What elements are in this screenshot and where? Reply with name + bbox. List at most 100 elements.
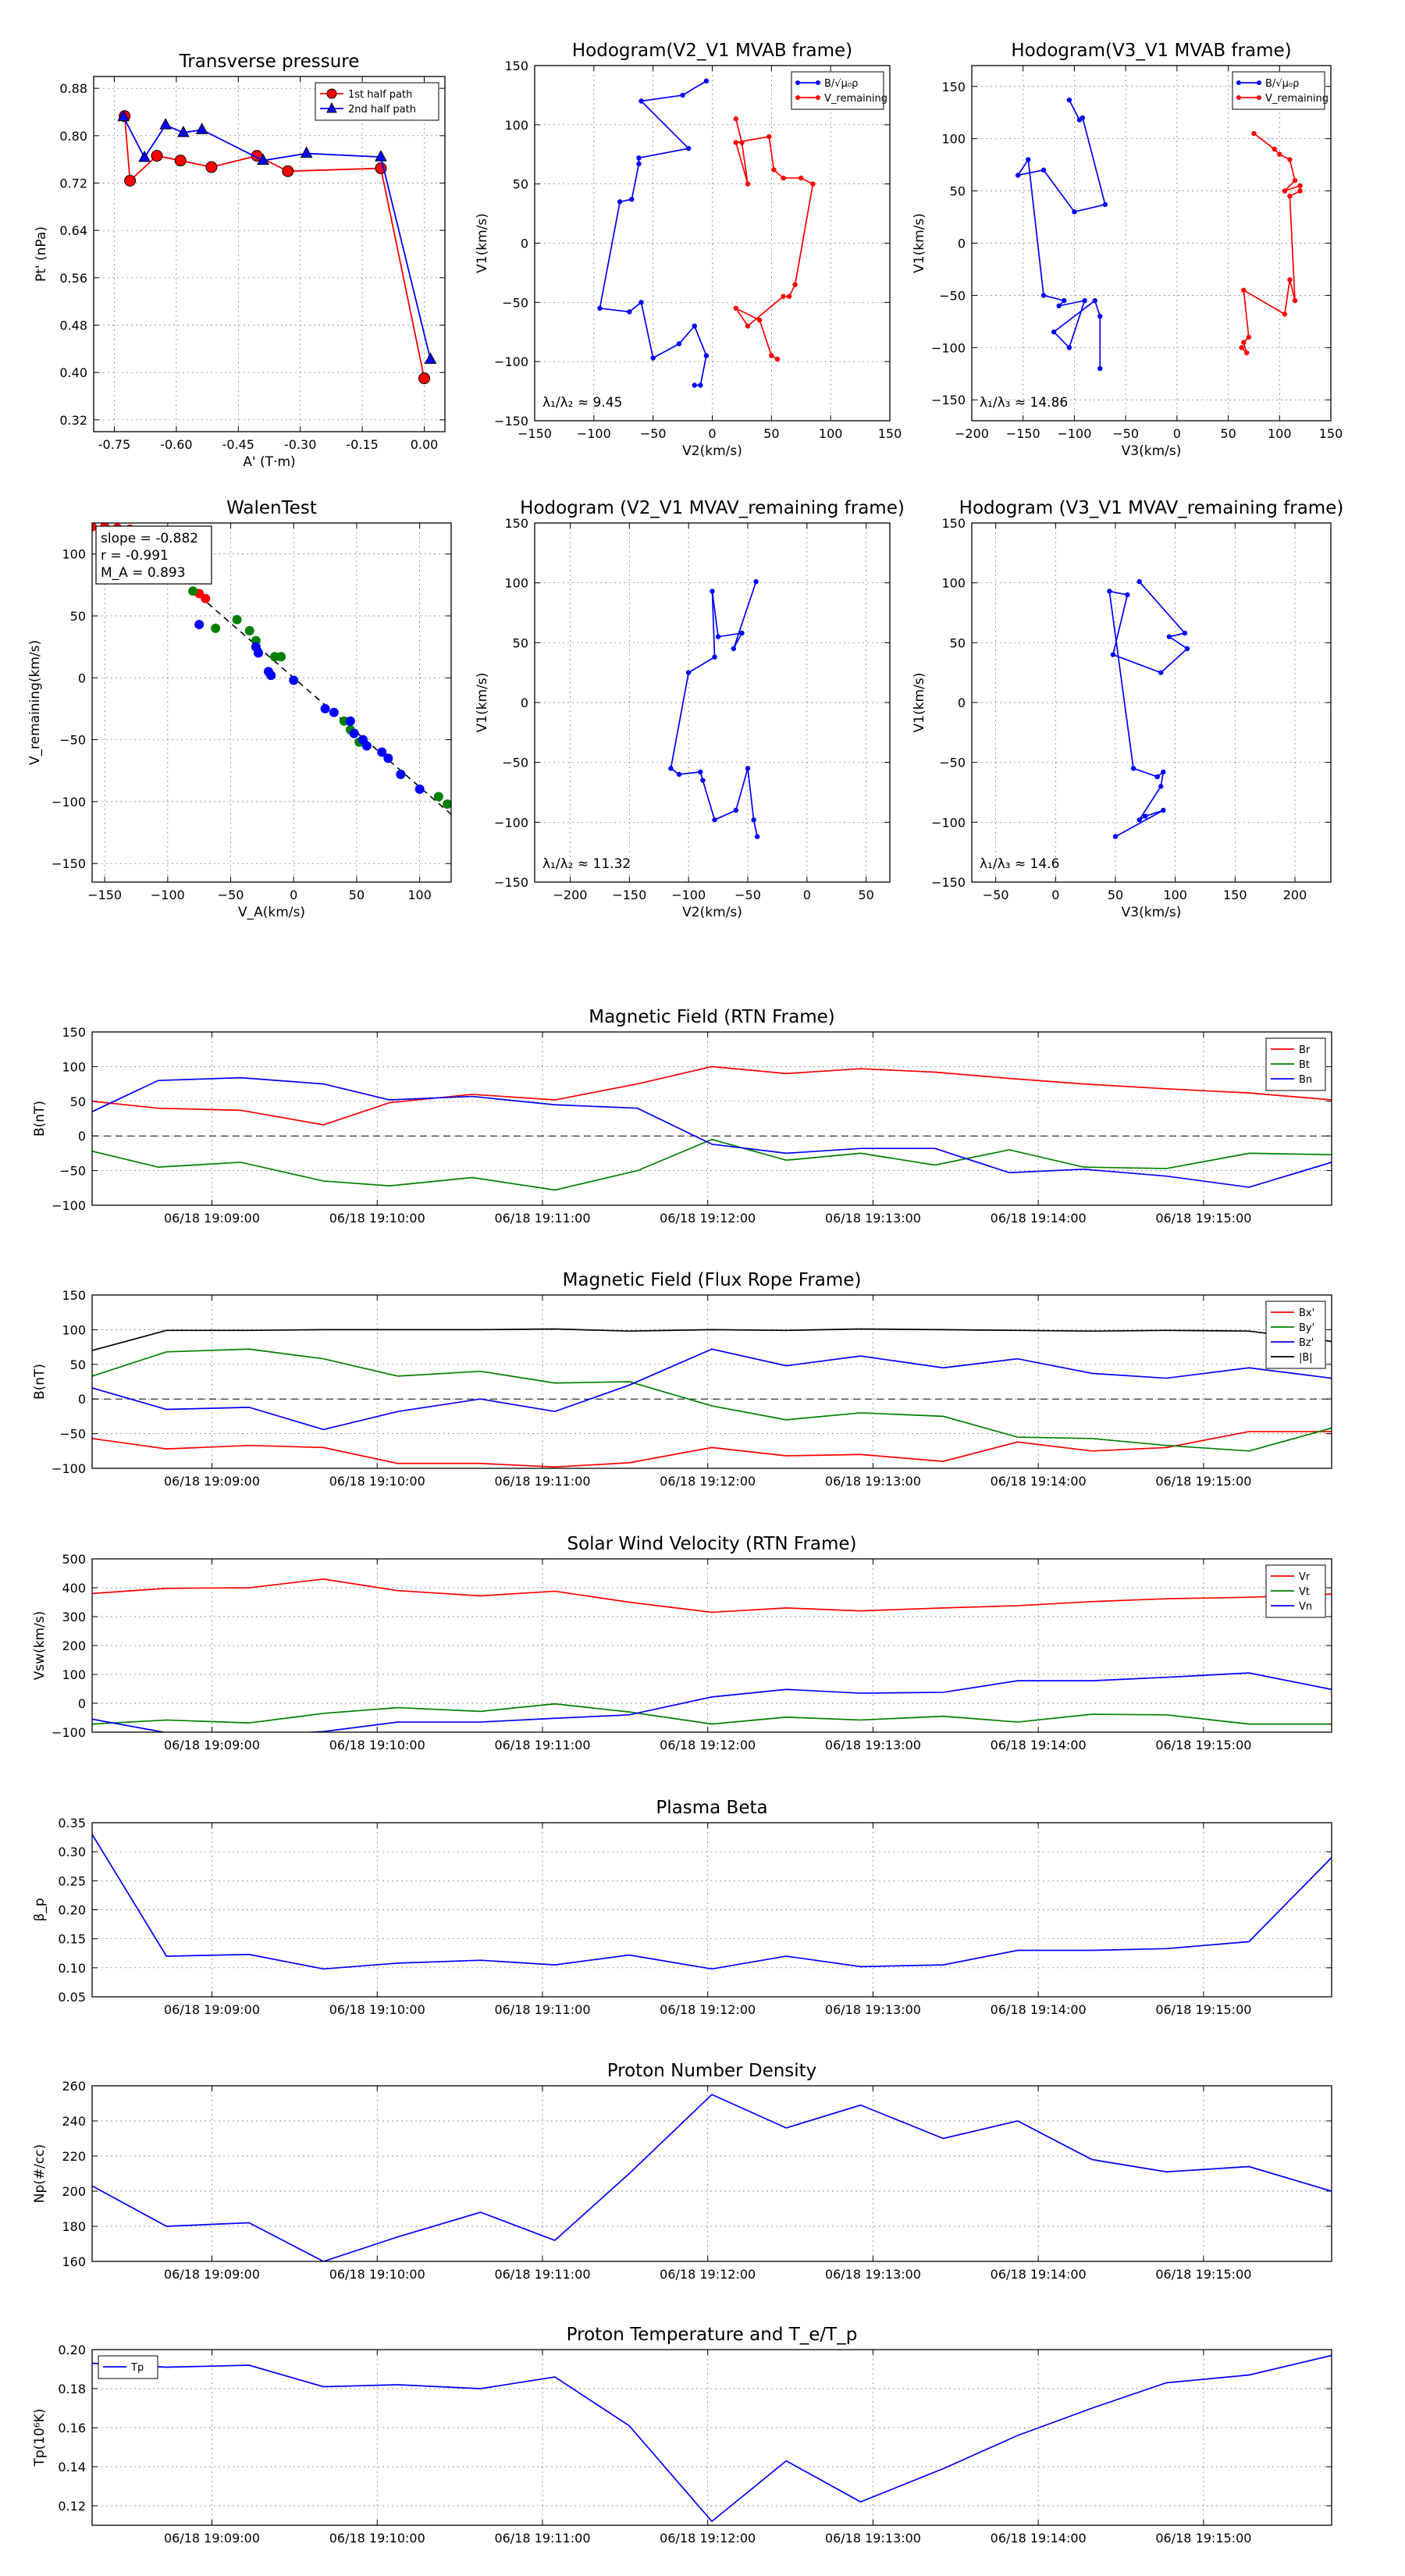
h21r-xtick-label: −200 bbox=[553, 888, 588, 902]
h21-series-b-point bbox=[676, 341, 682, 347]
bfield_rtn-xtick-label: 06/18 19:10:00 bbox=[329, 1211, 425, 1226]
h31-xtick-label: 100 bbox=[1268, 426, 1292, 441]
beta-xtick-label: 06/18 19:15:00 bbox=[1155, 2002, 1251, 2017]
h21-series-b-point bbox=[692, 323, 697, 329]
beta-xtick-label: 06/18 19:13:00 bbox=[825, 2002, 921, 2017]
h31r-chart: −50 0 50 100 150 200−150−100−50050100150Hodog… bbox=[912, 498, 1343, 920]
h31-xtick-label: 150 bbox=[1319, 426, 1343, 441]
h21r-series-v-point bbox=[668, 766, 674, 771]
h21-series-b-point bbox=[636, 161, 642, 167]
bfield_rtn-xtick-label: 06/18 19:09:00 bbox=[164, 1211, 260, 1226]
h21r-ytick-label: 150 bbox=[504, 516, 528, 531]
h21r-xtick-label: −50 bbox=[735, 888, 761, 902]
pt-series-2nd-half-path-point bbox=[424, 352, 437, 364]
bfield_fr-frame bbox=[91, 1294, 1332, 1469]
h31-series-b-point bbox=[1102, 201, 1108, 208]
pt-xlabel: A' (T·m) bbox=[243, 454, 295, 470]
h31r-series-v-point bbox=[1158, 670, 1164, 675]
h31-series-v-remaining-point bbox=[1292, 178, 1298, 183]
beta-frame bbox=[91, 1822, 1332, 1998]
vsw-xtick-label: 06/18 19:13:00 bbox=[825, 1738, 921, 1752]
h21-ytick-label: 150 bbox=[504, 59, 528, 73]
vsw-plot-area bbox=[92, 1578, 1332, 1732]
walen-series-middle-point bbox=[244, 626, 254, 635]
h21-ytick-label: −50 bbox=[502, 295, 528, 310]
h21-series-v-remaining-point bbox=[739, 140, 745, 145]
bfield_rtn-ytick-label: −100 bbox=[52, 1198, 86, 1213]
h21r-xtick-label: −150 bbox=[612, 888, 646, 902]
h31-series-v-remaining-point bbox=[1241, 340, 1247, 345]
bfield_rtn-plot-area bbox=[92, 1066, 1332, 1191]
h21r-series-v-point bbox=[715, 634, 721, 639]
bfield_rtn-ytick-label: 50 bbox=[70, 1094, 86, 1109]
pt-ytick-label: 0.88 bbox=[59, 81, 87, 96]
np-ytick-label: 200 bbox=[62, 2184, 86, 2199]
pt-xtick-label: -0.60 bbox=[160, 437, 192, 452]
h21r-series-v-point bbox=[751, 817, 756, 823]
h21r-series-v-point bbox=[733, 807, 739, 813]
h31r-annotation: λ₁/λ₃ ≈ 14.6 bbox=[980, 856, 1059, 872]
h21r-series-v-point bbox=[753, 578, 759, 585]
np-ytick-label: 240 bbox=[62, 2114, 86, 2129]
h21-series-b-point bbox=[638, 300, 644, 305]
h31-series-b-point bbox=[1051, 329, 1057, 335]
vsw-legend-label: Vr bbox=[1299, 1571, 1311, 1583]
h31r-series-v-point bbox=[1161, 807, 1166, 813]
walen-ylabel: V_remaining(km/s) bbox=[27, 640, 43, 765]
walen-xtick-label: −150 bbox=[87, 888, 122, 902]
h21-series-b-point bbox=[636, 155, 642, 161]
h31r-series-v-point bbox=[1182, 630, 1188, 636]
vsw-xtick-label: 06/18 19:14:00 bbox=[991, 1738, 1087, 1752]
h21-frame bbox=[534, 65, 891, 422]
h21r-xlabel: V2(km/s) bbox=[682, 905, 742, 920]
h21-ytick-label: 100 bbox=[504, 118, 528, 133]
h31r-series-v-point bbox=[1125, 592, 1130, 598]
beta-ytick-label: 0.30 bbox=[58, 1845, 86, 1859]
pt-frame bbox=[93, 76, 446, 432]
h21r-series-v-point bbox=[676, 771, 682, 777]
beta-xtick-label: 06/18 19:14:00 bbox=[991, 2002, 1087, 2017]
walen-series-middle-point bbox=[211, 623, 221, 633]
vsw-ytick-label: 300 bbox=[62, 1610, 86, 1624]
h31r-series-v-point bbox=[1112, 834, 1119, 839]
pt-ytick-label: 0.64 bbox=[59, 223, 87, 238]
h21-xlabel: V2(km/s) bbox=[682, 443, 742, 459]
h21r-xtick-label: −100 bbox=[671, 888, 706, 902]
pt-series-2nd-half-path-point bbox=[117, 109, 130, 122]
walen-stat: slope = -0.882 bbox=[101, 531, 198, 546]
tp-legend-label: Tp bbox=[130, 2362, 144, 2374]
h31-series-v-remaining-point bbox=[1246, 334, 1252, 340]
h21-legend-label: V_remaining bbox=[824, 93, 887, 105]
h31-series-v-remaining-point bbox=[1272, 146, 1277, 152]
h31r-plot-area bbox=[1107, 578, 1190, 839]
bfield_rtn-ytick-label: 0 bbox=[78, 1129, 86, 1144]
h21r-chart: −200 −150 −100 −50 0 50 −150 −100 −50 0 50 100 150Ho… bbox=[475, 498, 905, 920]
h31-series-b-point bbox=[1062, 297, 1067, 304]
np-ytick-label: 220 bbox=[62, 2149, 86, 2164]
h21-ytick-label: −100 bbox=[494, 354, 528, 369]
bfield_rtn-series-bt-line bbox=[92, 1138, 1332, 1191]
bfield_fr-legend-label: Bx' bbox=[1299, 1308, 1314, 1319]
h31r-series-v-point bbox=[1130, 766, 1136, 771]
h21r-series-v-point bbox=[685, 670, 692, 675]
h31-xtick-label: −200 bbox=[955, 426, 989, 441]
pt-series-2nd-half-path-point bbox=[257, 153, 269, 165]
h31r-ytick-label: 150 bbox=[941, 516, 966, 531]
h31-series-v-remaining-point bbox=[1282, 311, 1288, 317]
h21-series-v-remaining-point bbox=[767, 133, 772, 140]
h21-series-v-remaining-point bbox=[745, 181, 751, 187]
h31-legend-marker bbox=[1257, 95, 1261, 100]
pt-ytick-label: 0.72 bbox=[59, 176, 87, 191]
h21r-series-v-point bbox=[745, 766, 751, 771]
pt-series-2nd-half-path-point bbox=[195, 123, 208, 134]
h31r-ytick-label: −50 bbox=[939, 756, 966, 770]
walen-stats-box bbox=[95, 525, 212, 585]
beta-ytick-label: 0.35 bbox=[58, 1816, 86, 1831]
pt-plot-area bbox=[117, 109, 437, 385]
walen-chart: −150 −100 −50 0 50 100 −150 −100 −50 0 50 100 WalenT… bbox=[27, 498, 452, 920]
h31-legend-marker bbox=[1236, 80, 1241, 85]
vsw-xtick-label: 06/18 19:15:00 bbox=[1155, 1738, 1251, 1752]
h21r-series-v-point bbox=[712, 654, 717, 660]
bfield_fr-legend-label: |B| bbox=[1299, 1352, 1313, 1364]
h21r-ytick-label: −100 bbox=[494, 815, 528, 830]
